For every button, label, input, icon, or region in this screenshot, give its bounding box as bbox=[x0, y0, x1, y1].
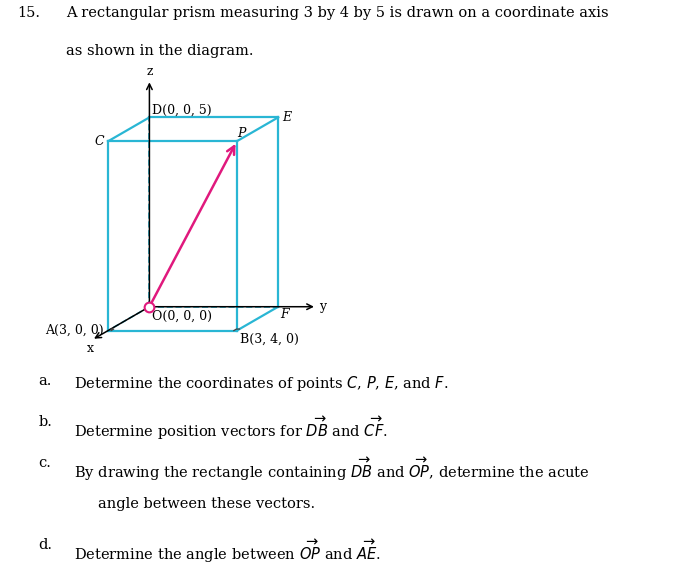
Text: d.: d. bbox=[38, 538, 52, 552]
Text: Determine position vectors for $\overrightarrow{DB}$ and $\overrightarrow{CF}$.: Determine position vectors for $\overrig… bbox=[74, 415, 387, 442]
Text: E: E bbox=[282, 111, 291, 123]
Text: y: y bbox=[319, 300, 326, 313]
Text: B(3, 4, 0): B(3, 4, 0) bbox=[240, 332, 299, 345]
Text: Determine the coordinates of points $C$, $P$, $E$, and $F$.: Determine the coordinates of points $C$,… bbox=[74, 374, 448, 392]
Text: z: z bbox=[146, 65, 153, 78]
Text: c.: c. bbox=[38, 456, 51, 470]
Text: Determine the angle between $\overrightarrow{OP}$ and $\overrightarrow{AE}$.: Determine the angle between $\overrighta… bbox=[74, 538, 380, 565]
Text: D(0, 0, 5): D(0, 0, 5) bbox=[152, 104, 211, 117]
Text: A(3, 0, 0): A(3, 0, 0) bbox=[45, 323, 104, 336]
Text: F: F bbox=[280, 308, 288, 321]
Text: a.: a. bbox=[38, 374, 52, 388]
Text: as shown in the diagram.: as shown in the diagram. bbox=[66, 44, 254, 59]
Text: O(0, 0, 0): O(0, 0, 0) bbox=[153, 310, 212, 323]
Text: angle between these vectors.: angle between these vectors. bbox=[98, 497, 315, 511]
Text: b.: b. bbox=[38, 415, 52, 429]
Text: A rectangular prism measuring 3 by 4 by 5 is drawn on a coordinate axis: A rectangular prism measuring 3 by 4 by … bbox=[66, 6, 609, 20]
Text: C: C bbox=[94, 135, 104, 148]
Text: By drawing the rectangle containing $\overrightarrow{DB}$ and $\overrightarrow{O: By drawing the rectangle containing $\ov… bbox=[74, 456, 589, 483]
Text: x: x bbox=[88, 343, 94, 356]
Text: 15.: 15. bbox=[18, 6, 41, 20]
Text: P: P bbox=[237, 127, 246, 140]
